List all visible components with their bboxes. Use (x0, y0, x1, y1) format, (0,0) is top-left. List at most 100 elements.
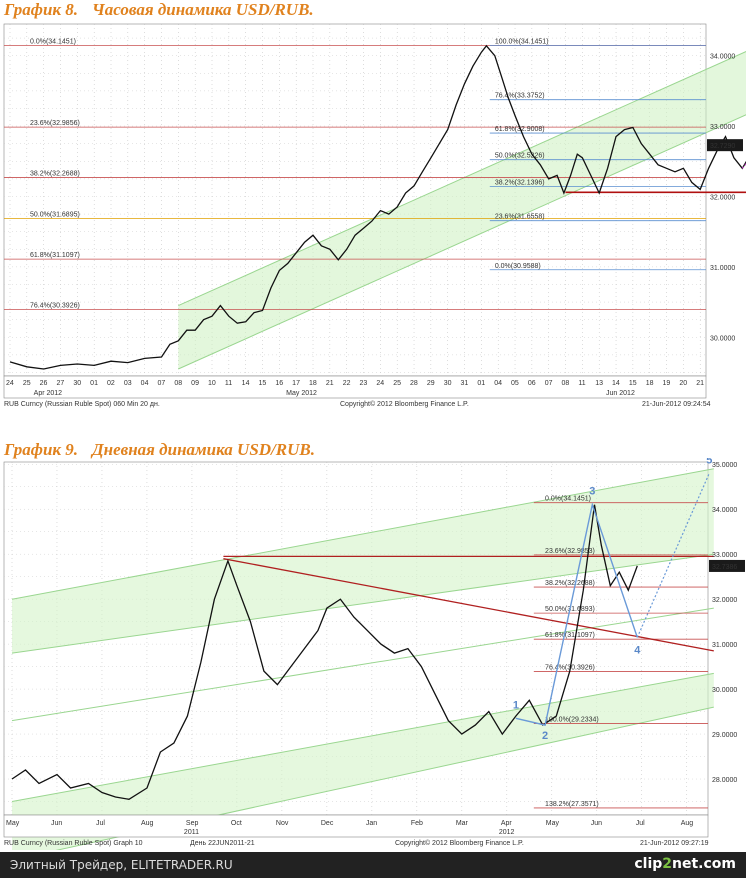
footer-logo-d: .com (698, 856, 736, 872)
x-tick-label: 08 (174, 380, 182, 387)
fib-label: 138.2%(27.3571) (545, 801, 599, 808)
x-tick-label: 28 (410, 380, 418, 387)
fib-label: 61.8%(31.1097) (545, 632, 595, 639)
x-tick-label: Jun (591, 820, 602, 827)
y-tick-label: 30.0000 (710, 335, 735, 342)
x-tick-label: 15 (259, 380, 267, 387)
fib2-label: 50.0%(32.5226) (495, 153, 545, 160)
fib-label: 50.0%(31.6895) (30, 211, 80, 218)
x-tick-label: 15 (629, 380, 637, 387)
x-tick-label: Aug (681, 820, 694, 827)
fib-label: 76.4%(30.3926) (30, 303, 80, 310)
x-tick-label: 18 (309, 380, 317, 387)
fib-label: 0.0%(34.1451) (545, 496, 591, 503)
last-value-box (707, 139, 743, 152)
fib-label: 0.0%(34.1451) (30, 38, 76, 45)
fib-label: 38.2%(32.2688) (545, 580, 595, 587)
x-tick-label: Oct (231, 820, 242, 827)
x-tick-label: May (6, 820, 20, 827)
caption-source: RUB Curncy (Russian Ruble Spot) Graph 10 (4, 840, 143, 847)
caption-timestamp: 21-Jun-2012 09:24:54 (642, 401, 711, 408)
footer-logo-c: net (672, 856, 699, 872)
wave-forecast (636, 472, 710, 638)
x-tick-label: 26 (40, 380, 48, 387)
caption-period: День 22JUN2011-21 (190, 840, 255, 847)
chart-2-daily: 0.0%(34.1451) 23.6%(32.9853) 38.2%(32.2688… (3, 458, 745, 850)
x-tick-label: 25 (23, 380, 31, 387)
x-tick-label: 01 (90, 380, 98, 387)
caption-timestamp: 21-Jun-2012 09:27:19 (640, 840, 709, 847)
x-tick-label: 30 (73, 380, 81, 387)
x-tick-label: 19 (663, 380, 671, 387)
footer-logo-b: 2 (662, 856, 673, 872)
chart-1-title-text: Часовая динамика USD/RUB. (92, 0, 314, 19)
x-tick-label: 18 (646, 380, 654, 387)
x-tick-label: 13 (595, 380, 603, 387)
fib2-label: 100.0%(34.1451) (495, 38, 549, 45)
x-tick-label: 24 (376, 380, 384, 387)
x-tick-label: 01 (477, 380, 485, 387)
x-tick-label: 06 (528, 380, 536, 387)
x-tick-label: Nov (276, 820, 289, 827)
y-tick-label: 34.0000 (710, 54, 735, 61)
y-tick-label: 34.0000 (712, 507, 737, 514)
y-tick-label: 28.0000 (712, 777, 737, 784)
channel-line (11, 672, 714, 802)
fib-label: 23.6%(32.9853) (545, 548, 595, 555)
fib-label: 38.2%(32.2688) (30, 171, 80, 178)
y-tick-label: 35.0000 (712, 462, 737, 469)
x-tick-label: 02 (107, 380, 115, 387)
x-tick-label: 14 (242, 380, 250, 387)
chart-2-title: График 9. Дневная динамика USD/RUB. (4, 440, 329, 460)
fib2-label: 0.0%(30.9588) (495, 263, 541, 270)
caption-copyright: Copyright© 2012 Bloomberg Finance L.P. (340, 400, 469, 408)
x-tick-label: 07 (545, 380, 553, 387)
y-tick-label: 30.0000 (712, 687, 737, 694)
wave-label: 2 (542, 730, 548, 742)
x-tick-label: 11 (578, 380, 585, 387)
x-tick-label: 17 (292, 380, 300, 387)
x-tick-label: 21 (696, 380, 704, 387)
channel-upper (178, 50, 746, 307)
y-tick-label: 33.0000 (710, 124, 735, 131)
price-line (11, 504, 638, 800)
y-tick-label: 32.0000 (712, 597, 737, 604)
chart-1-hourly: 0.0%(34.1451) 23.6%(32.9856) 38.2%(32.2688… (3, 23, 746, 408)
channel-fill (178, 51, 746, 369)
fib-label: 23.6%(32.9856) (30, 120, 80, 127)
y-tick-label: 32.0000 (710, 194, 735, 201)
last-value-box (709, 559, 745, 572)
plot-area (3, 23, 707, 377)
y-tick-label: 33.0000 (712, 552, 737, 559)
footer-logo: clip2net.com (634, 856, 736, 872)
x-tick-label: 22 (343, 380, 351, 387)
footer-source: Элитный Трейдер, ELITETRADER.RU (10, 858, 233, 872)
fib2-label: 76.4%(33.3752) (495, 93, 545, 100)
x-tick-label: 08 (562, 380, 570, 387)
fib2-label: 23.6%(31.6558) (495, 214, 545, 221)
x-tick-label: Jun (51, 820, 62, 827)
chart-1-title: График 8. Часовая динамика USD/RUB. (4, 0, 328, 20)
footer-bar: Элитный Трейдер, ELITETRADER.RU clip2net… (0, 852, 746, 878)
x-tick-label: 10 (208, 380, 216, 387)
x-tick-label: 07 (158, 380, 166, 387)
y-tick-label: 29.0000 (712, 732, 737, 739)
x-tick-label: May (546, 820, 560, 827)
x-axis-band (3, 375, 707, 399)
year-label: 2011 (184, 829, 199, 836)
fib2-label: 38.2%(32.1396) (495, 180, 545, 187)
x-tick-label: 09 (191, 380, 199, 387)
x-tick-label: 29 (427, 380, 435, 387)
fib-label: 61.8%(31.1097) (30, 252, 80, 259)
channel-line (11, 553, 714, 654)
month-label: Jun 2012 (606, 390, 635, 397)
fib-label: 100.0%(29.2334) (545, 717, 599, 724)
wave-label: 1 (513, 699, 519, 711)
x-tick-label: 20 (679, 380, 687, 387)
last-value-label: 32.7290 (710, 143, 735, 150)
wave-label: 3 (589, 486, 595, 498)
last-value-label: 32.7386 (712, 564, 737, 571)
x-tick-label: Jan (366, 820, 377, 827)
caption-copyright: Copyright© 2012 Bloomberg Finance L.P. (395, 839, 524, 847)
x-tick-label: Feb (411, 820, 423, 827)
